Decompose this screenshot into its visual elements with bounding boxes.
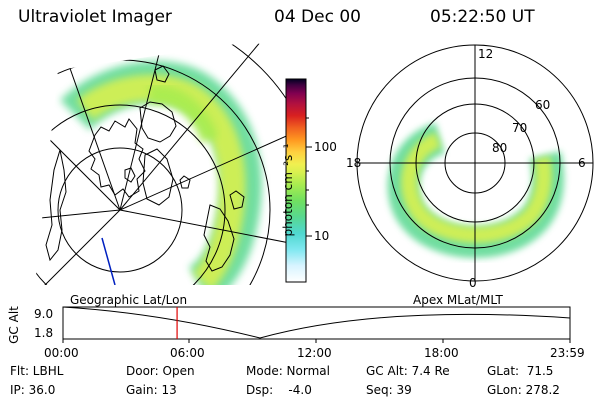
info-glat: GLat: 71.5: [487, 364, 554, 378]
info-ip: IP: 36.0: [10, 383, 56, 397]
colorbar-tick-10: 10: [314, 229, 330, 243]
mlt-label-18: 18: [346, 156, 362, 170]
info-gc-alt: GC Alt: 7.4 Re: [366, 364, 450, 378]
colorbar-tick-100: 100: [314, 140, 337, 154]
x-tick-1800: 18:00: [424, 346, 459, 360]
polar-grid: [356, 44, 594, 282]
mlt-label-6: 6: [578, 156, 586, 170]
geo-coords-label: Geographic Lat/Lon: [70, 293, 188, 307]
date-label: 04 Dec 00: [274, 7, 361, 27]
altitude-curve: [62, 306, 571, 339]
x-tick-1200: 12:00: [297, 346, 332, 360]
mlt-label-12: 12: [478, 47, 494, 61]
mlt-label-0: 0: [469, 276, 477, 290]
info-mode: Mode: Normal: [246, 364, 330, 378]
aurora-band-inner: [76, 74, 246, 285]
info-filter: Flt: LBHL: [10, 364, 64, 378]
polar-oval-inner: [401, 132, 552, 243]
orbit-plot-frame: [62, 306, 571, 340]
apex-coords-label: Apex MLat/MLT: [413, 293, 503, 307]
mlat-label-60: 60: [535, 98, 551, 112]
instrument-title: Ultraviolet Imager: [18, 7, 172, 27]
x-tick-0000: 00:00: [44, 346, 79, 360]
info-dsp: Dsp: -4.0: [246, 383, 312, 397]
y-tick-1-8: 1.8: [34, 326, 54, 340]
mlat-label-80: 80: [492, 141, 508, 155]
info-seq: Seq: 39: [366, 383, 412, 397]
time-label: 05:22:50 UT: [430, 7, 535, 27]
coastlines: [45, 65, 245, 272]
info-glon: GLon: 278.2: [487, 383, 560, 397]
x-tick-0600: 06:00: [170, 346, 205, 360]
mlat-label-70: 70: [512, 121, 528, 135]
info-door: Door: Open: [126, 364, 195, 378]
x-tick-2359: 23:59: [550, 346, 585, 360]
aurora-patch: [148, 85, 219, 144]
info-gain: Gain: 13: [126, 383, 177, 397]
y-tick-9: 9.0: [34, 307, 54, 321]
spacecraft-meridian: [101, 237, 116, 285]
